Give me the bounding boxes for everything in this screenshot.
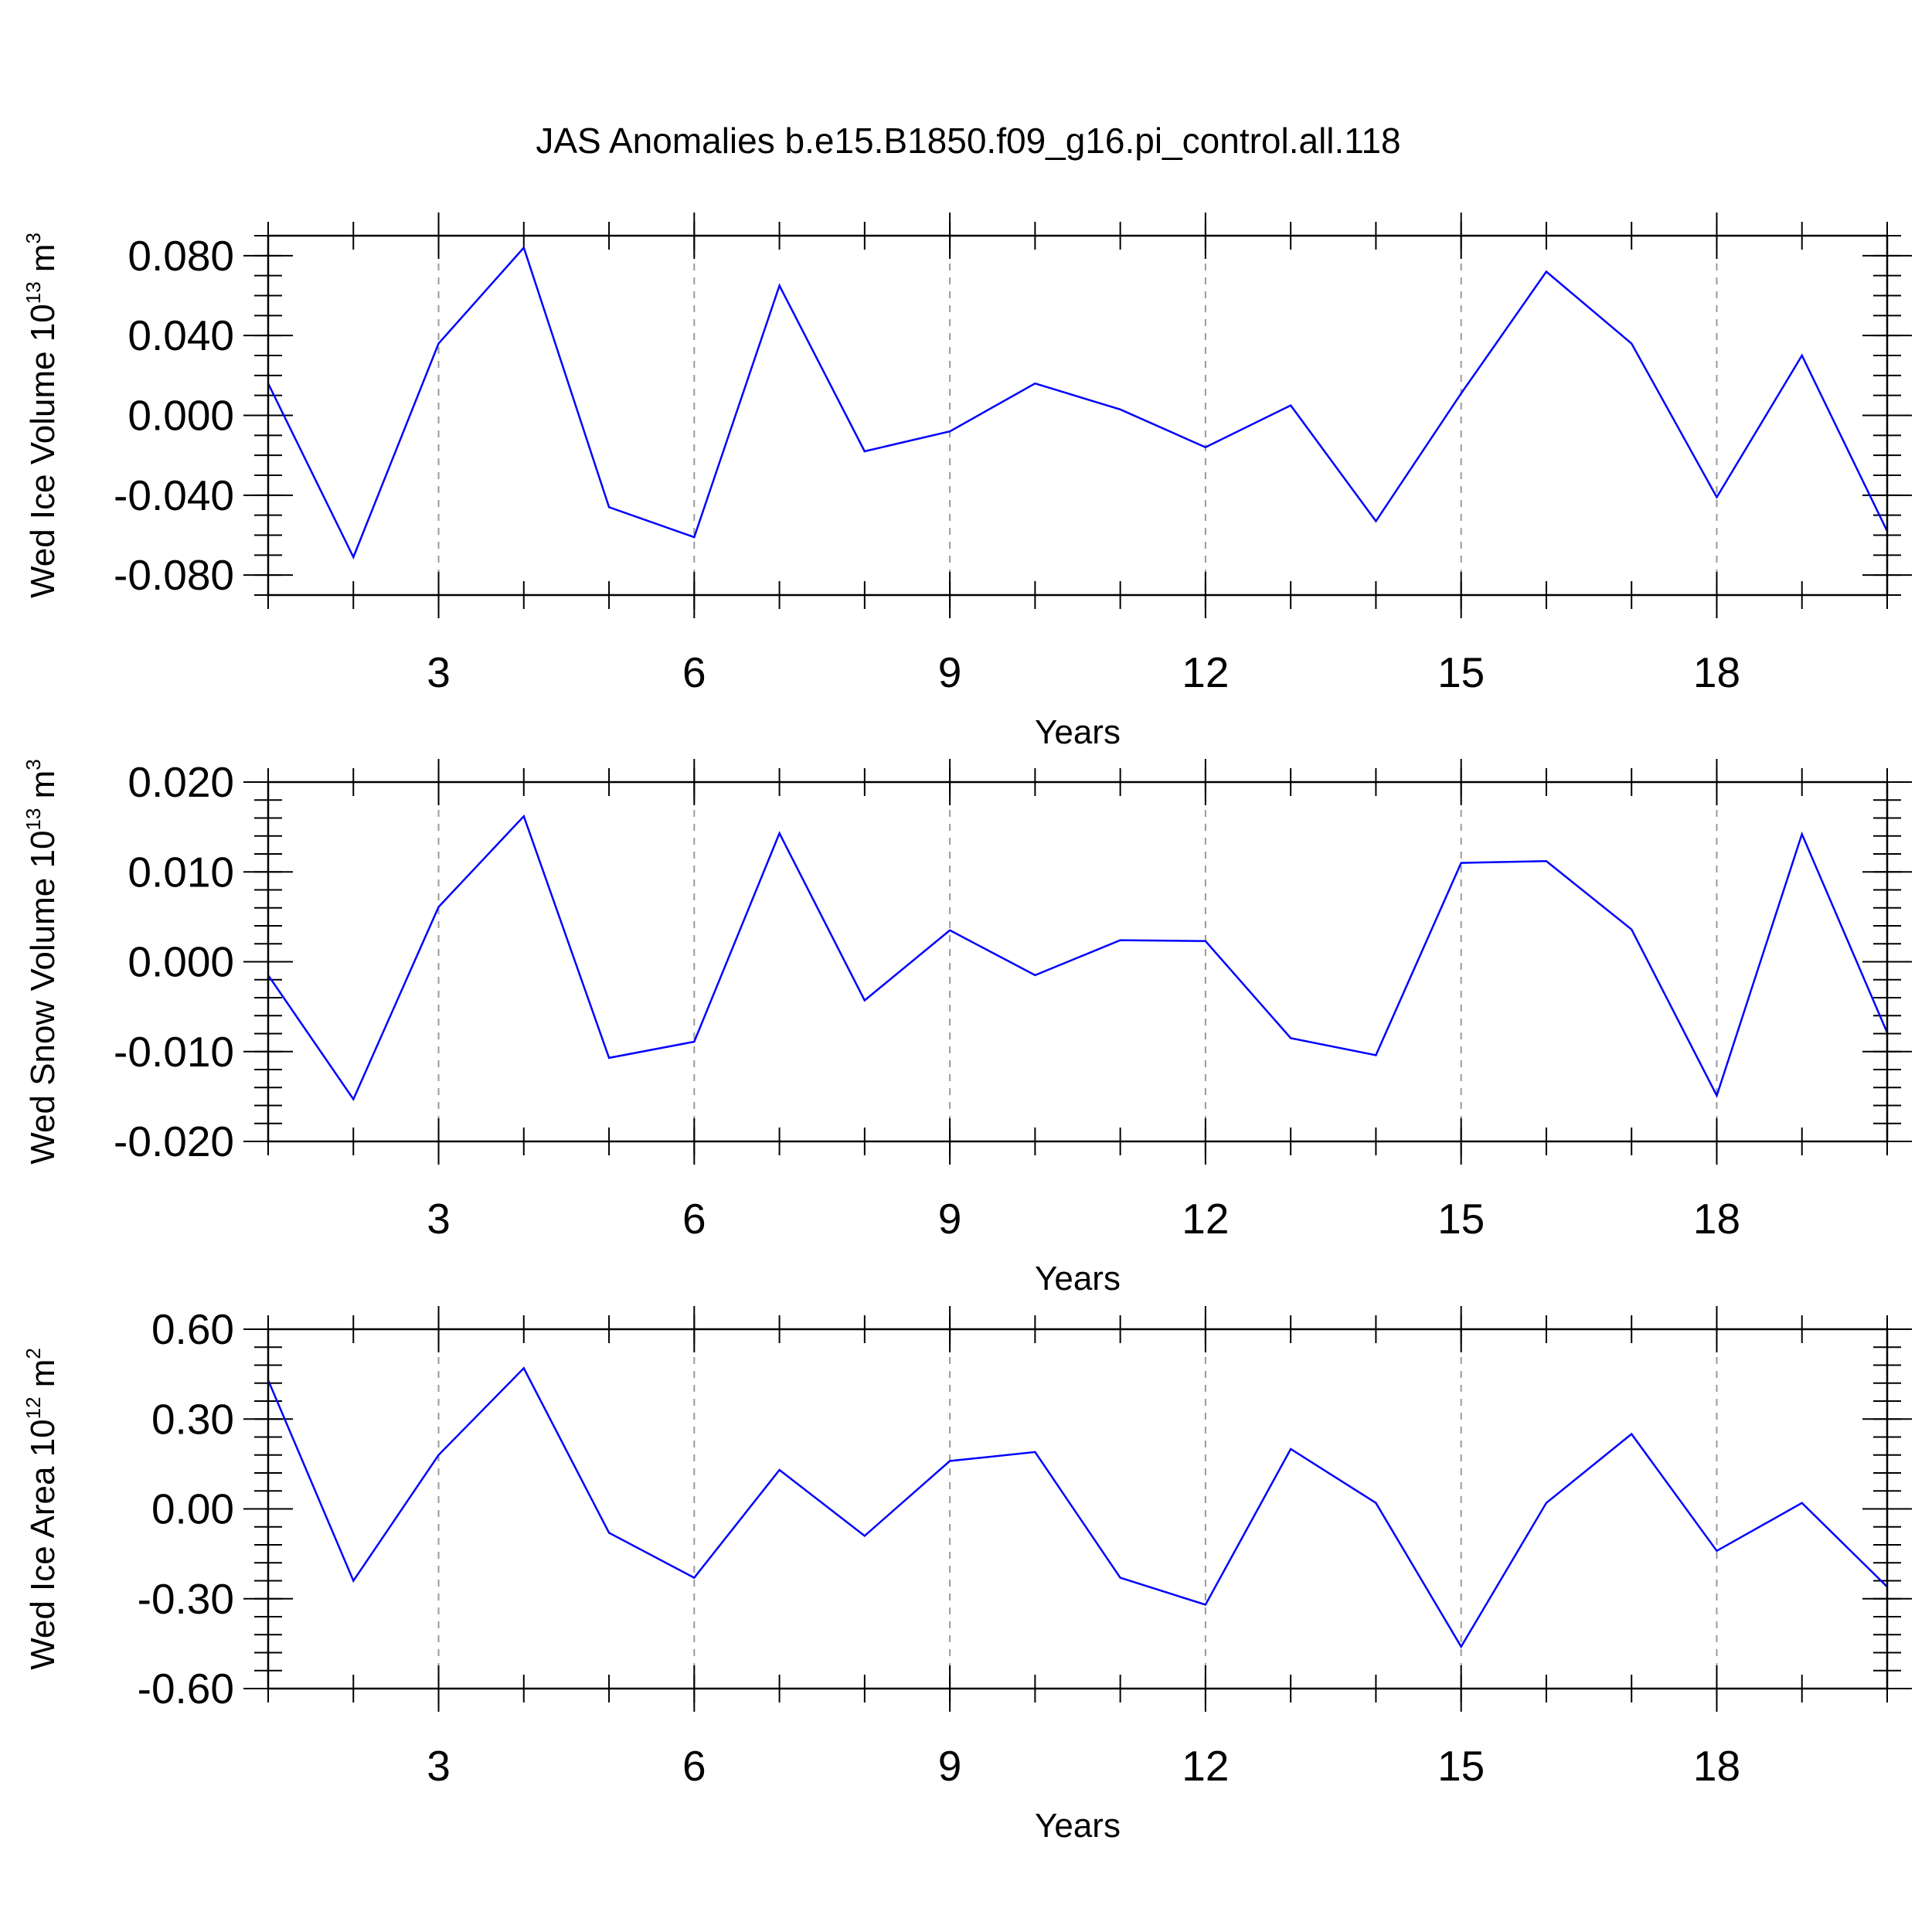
y-tick-label: -0.040 xyxy=(114,471,234,519)
x-tick-label: 3 xyxy=(427,648,451,696)
x-tick-label: 9 xyxy=(938,1742,962,1790)
y-axis-title-sup: 13 xyxy=(22,281,45,304)
panel-1: -0.080 -0.040 0.000 0.040 0.080 3 6 9 12 15 18 Year… xyxy=(22,213,1912,751)
y-axis-title-part: m xyxy=(24,243,62,281)
x-tick-label: 3 xyxy=(427,1195,451,1243)
x-tick-label: 12 xyxy=(1182,1742,1229,1790)
y-axis-title-sup: 3 xyxy=(22,759,45,770)
x-tick-label: 15 xyxy=(1437,1742,1485,1790)
x-axis-title: Years xyxy=(1035,713,1121,751)
y-tick-label: 0.00 xyxy=(151,1485,234,1533)
y-tick-label: -0.080 xyxy=(114,551,234,599)
y-axis-title: Wed Snow Volume 1013 m3 xyxy=(22,759,62,1164)
panel-2: -0.020 -0.010 0.000 0.010 0.020 3 6 9 12 15 18 Year… xyxy=(22,758,1912,1298)
x-tick-label: 15 xyxy=(1437,648,1485,696)
x-tick-label: 18 xyxy=(1693,648,1740,696)
y-tick-label: -0.30 xyxy=(138,1575,234,1623)
y-axis-title-part: m xyxy=(24,770,62,808)
panel-3: -0.60 -0.30 0.00 0.30 0.60 3 6 9 12 15 18 Years Wed … xyxy=(22,1305,1912,1845)
x-tick-label: 6 xyxy=(682,1195,706,1243)
y-tick-label: 0.080 xyxy=(128,232,234,280)
plot-frame xyxy=(267,234,1889,597)
y-axis-title-part: Wed Ice Volume 10 xyxy=(24,304,62,598)
y-tick-label: 0.60 xyxy=(151,1305,234,1353)
y-axis-title-sup: 13 xyxy=(22,808,45,831)
y-axis-title-part: Wed Snow Volume 10 xyxy=(24,831,62,1165)
x-tick-label: 9 xyxy=(938,1195,962,1243)
series-line xyxy=(267,246,1889,560)
x-tick-label: 6 xyxy=(682,648,706,696)
y-tick-label: 0.30 xyxy=(151,1395,234,1443)
y-tick-label: 0.000 xyxy=(128,392,234,440)
y-axis-title: Wed Ice Volume 1013 m3 xyxy=(22,233,62,598)
y-tick-label: 0.010 xyxy=(128,848,234,896)
y-axis-title-sup: 2 xyxy=(22,1348,45,1359)
y-tick-label: 0.040 xyxy=(128,311,234,359)
y-axis-title-sup: 12 xyxy=(22,1396,45,1419)
y-tick-label: -0.010 xyxy=(114,1028,234,1076)
y-axis-title-sup: 3 xyxy=(22,233,45,243)
x-tick-label: 3 xyxy=(427,1742,451,1790)
x-tick-label: 12 xyxy=(1182,648,1229,696)
y-tick-label: 0.000 xyxy=(128,938,234,986)
y-axis-title-part: m xyxy=(24,1359,62,1397)
x-tick-label: 6 xyxy=(682,1742,706,1790)
y-tick-label: -0.020 xyxy=(114,1117,234,1165)
x-axis-title: Years xyxy=(1035,1260,1121,1298)
y-tick-label: -0.60 xyxy=(138,1665,234,1713)
x-tick-label: 15 xyxy=(1437,1195,1485,1243)
x-tick-label: 18 xyxy=(1693,1195,1740,1243)
y-axis-title-part: Wed Ice Area 10 xyxy=(24,1419,62,1670)
series-line xyxy=(267,1366,1888,1649)
x-axis-title: Years xyxy=(1035,1807,1121,1845)
y-tick-label: 0.020 xyxy=(128,758,234,806)
x-tick-label: 9 xyxy=(938,648,962,696)
chart-title: JAS Anomalies b.e15.B1850.f09_g16.pi_con… xyxy=(536,121,1400,161)
series-line xyxy=(267,814,1889,1101)
plot-frame xyxy=(267,1328,1889,1690)
x-tick-label: 18 xyxy=(1693,1742,1740,1790)
x-tick-label: 12 xyxy=(1182,1195,1229,1243)
y-axis-title: Wed Ice Area 1012 m2 xyxy=(22,1348,62,1670)
plot-frame xyxy=(267,781,1889,1143)
